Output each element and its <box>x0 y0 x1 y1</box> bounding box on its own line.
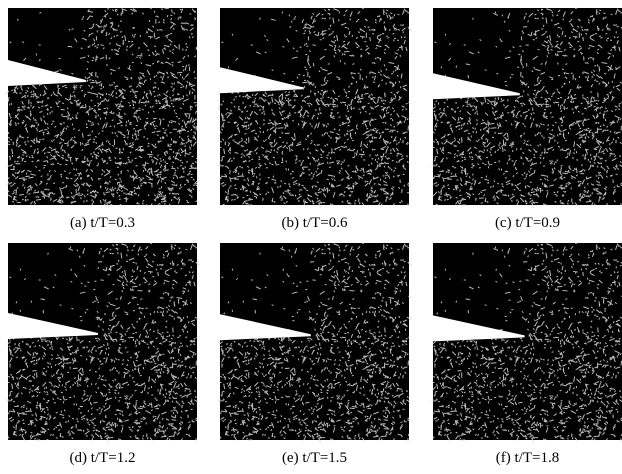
image-background <box>220 8 409 205</box>
piv-image <box>432 243 622 443</box>
image-background <box>8 243 197 440</box>
image-background <box>220 243 409 440</box>
figure: (a) t/T=0.3 (b) t/T=0.6 (c) t/T=0.9 (d) t/T… <box>0 0 622 474</box>
panel-caption: (e) t/T=1.5 <box>282 450 347 466</box>
panel-caption: (c) t/T=0.9 <box>495 215 560 231</box>
piv-image <box>432 8 622 208</box>
panel-caption: (a) t/T=0.3 <box>70 215 135 231</box>
panel-caption: (b) t/T=0.6 <box>282 215 348 231</box>
piv-image <box>7 243 200 443</box>
image-background <box>433 8 622 205</box>
piv-image <box>219 243 412 443</box>
piv-image <box>218 8 411 208</box>
image-background <box>433 243 622 440</box>
panel-caption: (d) t/T=1.2 <box>70 450 136 466</box>
piv-image <box>6 8 199 208</box>
panel-caption: (f) t/T=1.8 <box>496 450 559 466</box>
image-background <box>8 8 197 205</box>
